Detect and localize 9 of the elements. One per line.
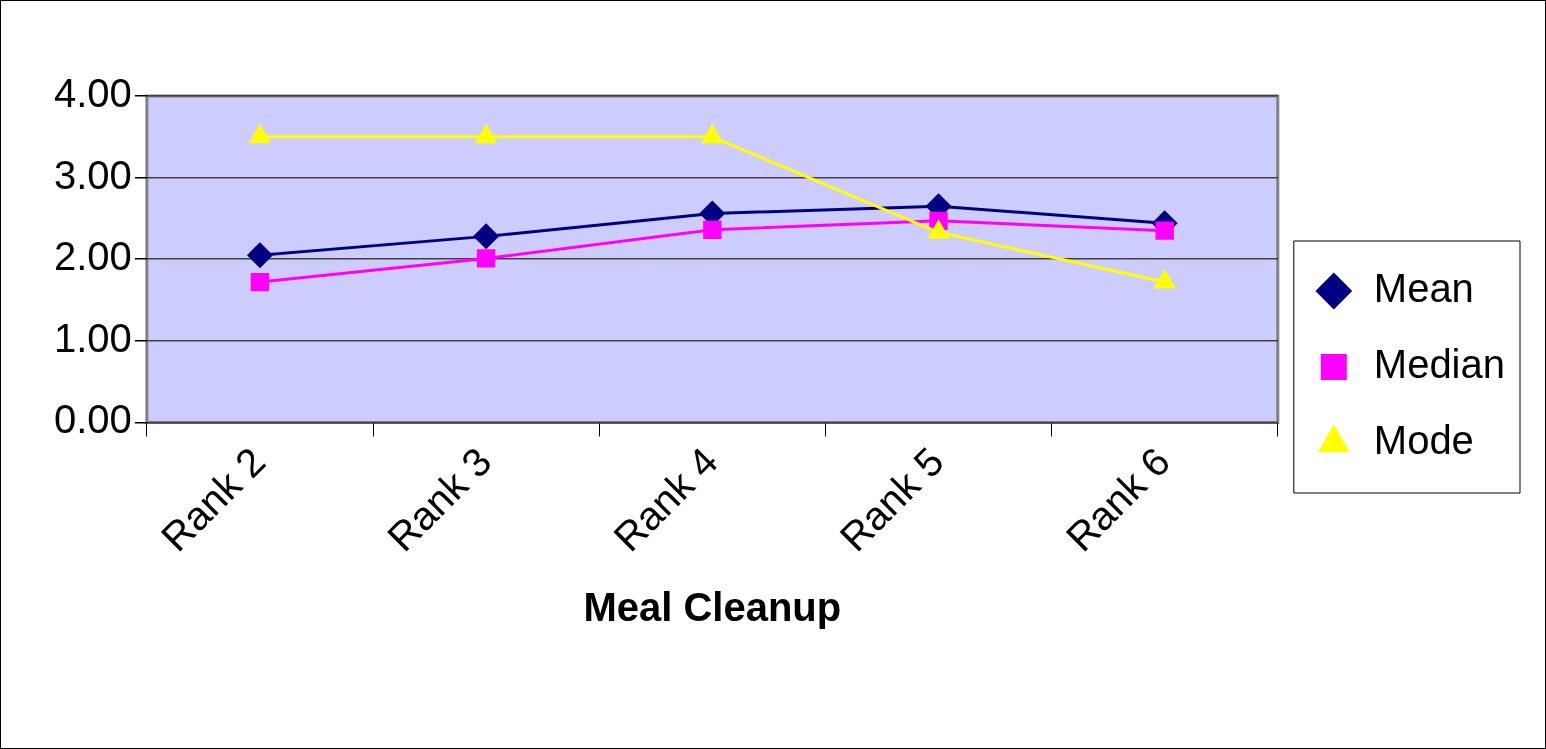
legend-label: Median — [1373, 342, 1506, 387]
y-tick-label: 4.00 — [53, 71, 132, 116]
legend-label: Mean — [1373, 266, 1474, 311]
x-axis-title: Meal Cleanup — [583, 585, 842, 630]
y-tick-label: 0.00 — [53, 397, 132, 442]
y-tick-label: 3.00 — [53, 152, 132, 197]
y-tick-label: 2.00 — [53, 234, 132, 279]
y-tick-label: 1.00 — [53, 315, 132, 360]
legend-label: Mode — [1373, 418, 1474, 463]
